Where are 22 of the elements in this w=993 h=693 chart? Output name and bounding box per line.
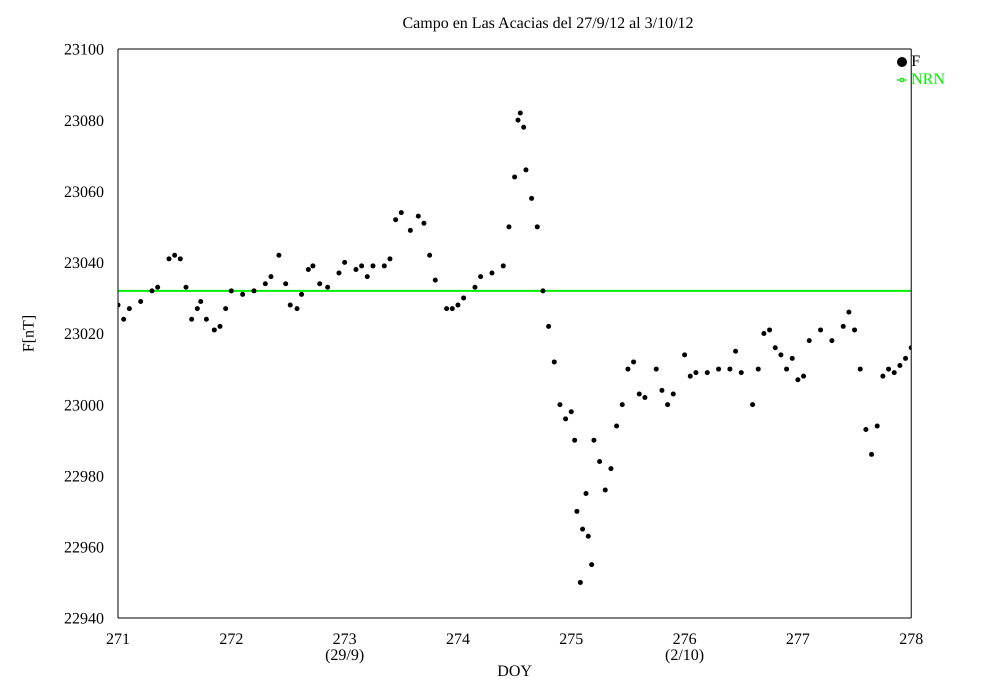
x-tick-label: 272 <box>219 631 244 648</box>
legend-label: NRN <box>911 71 945 88</box>
y-tick-label: 22940 <box>64 610 104 628</box>
y-tick-label: 22980 <box>64 468 104 486</box>
x-tick-label: 276 (2/10) <box>665 631 704 664</box>
legend-label: F <box>911 53 920 70</box>
y-axis-title: F[nT] <box>20 314 38 352</box>
y-tick-label: 23080 <box>64 112 104 130</box>
x-axis-title: DOY <box>497 663 532 680</box>
y-tick-label: 22960 <box>64 540 104 557</box>
y-tick-label: 23100 <box>64 42 104 59</box>
x-tick-label: 273 (29/9) <box>325 631 364 664</box>
y-tick-label: 23020 <box>64 326 104 344</box>
x-tick-label: 275 <box>559 631 584 648</box>
y-tick-label: 23000 <box>64 397 104 414</box>
x-tick-label: 271 <box>106 631 130 648</box>
x-tick-label: 278 <box>899 631 924 648</box>
chart-title: Campo en Las Acacias del 27/9/12 al 3/10/12 <box>402 15 694 32</box>
y-tick-label: 23060 <box>64 184 104 201</box>
x-tick-label: 274 <box>446 631 470 648</box>
y-tick-label: 23040 <box>64 255 104 272</box>
x-tick-label: 277 <box>786 631 810 648</box>
